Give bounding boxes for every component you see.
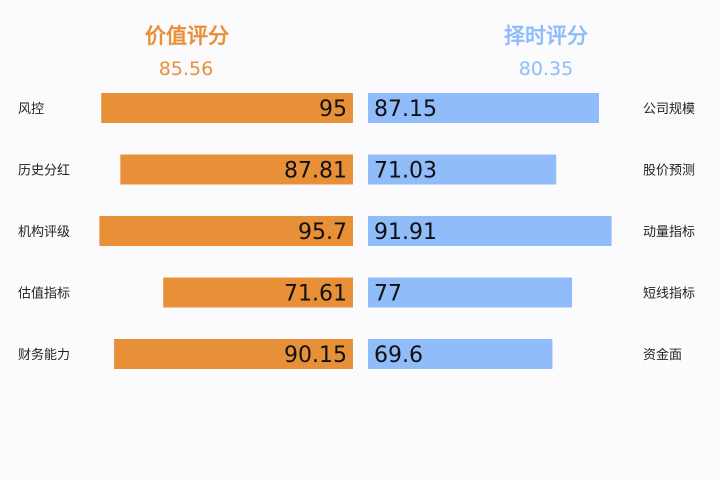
left-value-label: 95 xyxy=(319,97,347,122)
right-score: 80.35 xyxy=(519,58,573,80)
left-value-label: 95.7 xyxy=(298,220,347,245)
right-value-label: 77 xyxy=(374,282,402,307)
right-value-label: 71.03 xyxy=(374,159,437,184)
left-score: 85.56 xyxy=(159,58,213,80)
right-value-label: 87.15 xyxy=(374,97,437,122)
right-category-label: 短线指标 xyxy=(643,287,695,302)
left-bar xyxy=(120,154,353,185)
right-value-label: 91.91 xyxy=(374,220,437,245)
left-category-label: 风控 xyxy=(18,102,44,117)
right-bar xyxy=(368,277,573,308)
left-category-label: 历史分红 xyxy=(18,163,70,179)
right-value-label: 69.6 xyxy=(374,343,423,368)
right-category-label: 资金面 xyxy=(643,347,682,363)
right-category-label: 公司规模 xyxy=(643,102,695,117)
left-category-label: 估值指标 xyxy=(18,286,70,302)
left-value-label: 71.61 xyxy=(284,282,347,307)
left-value-label: 87.81 xyxy=(284,159,347,184)
bar-area: 95 风控 87.81 历史分红 95.7 机构评级 71.61 估值指标 90.15 财务能力 8… xyxy=(18,93,695,369)
right-category-label: 股价预测 xyxy=(643,164,695,179)
left-bar xyxy=(101,93,353,123)
left-bar xyxy=(114,339,353,369)
left-value-label: 90.15 xyxy=(284,343,347,368)
left-category-label: 财务能力 xyxy=(18,347,70,363)
left-bar xyxy=(163,277,353,308)
left-category-label: 机构评级 xyxy=(18,225,70,240)
left-title: 价值评分 xyxy=(145,24,229,48)
left-bar xyxy=(99,216,354,246)
right-bar xyxy=(368,216,612,246)
right-bar xyxy=(368,154,557,185)
right-bar xyxy=(368,93,599,123)
right-title: 择时评分 xyxy=(504,24,588,48)
right-category-label: 动量指标 xyxy=(643,225,695,240)
right-bar xyxy=(368,339,553,369)
